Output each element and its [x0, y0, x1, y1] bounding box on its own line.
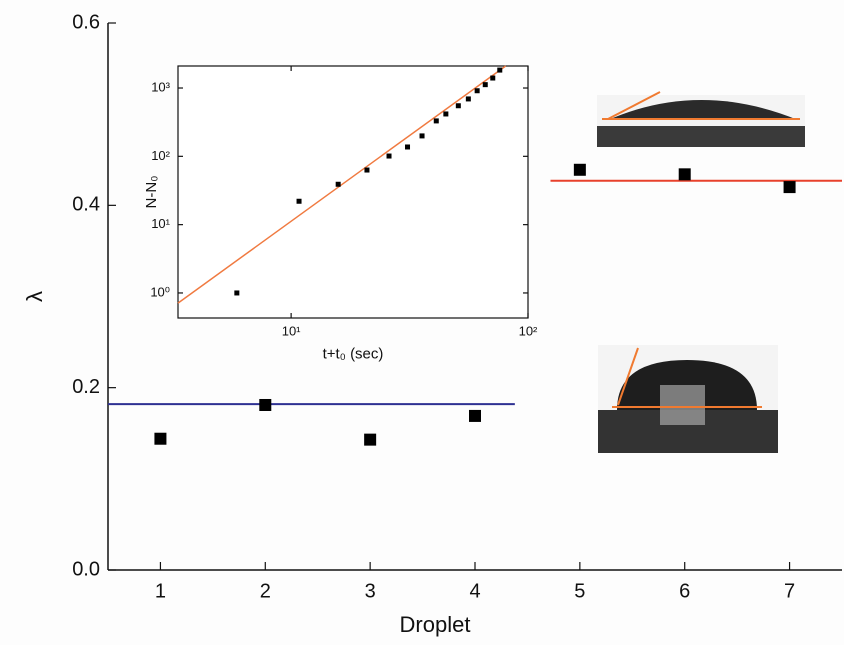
- data-point: [490, 75, 496, 81]
- data-point: [783, 181, 796, 194]
- x-tick-label: 2: [260, 580, 271, 602]
- x-tick-label: 1: [155, 580, 166, 602]
- data-point: [678, 168, 691, 181]
- x-tick-label: 10²: [519, 324, 538, 339]
- data-point: [469, 409, 481, 422]
- x-tick-label: 3: [365, 580, 376, 602]
- x-axis-title: Droplet: [400, 612, 471, 637]
- data-point: [573, 163, 586, 176]
- y-tick-label: 10¹: [151, 216, 170, 231]
- y-tick-label: 10⁰: [150, 284, 170, 299]
- droplet-photo-top: [597, 91, 805, 147]
- data-point: [234, 290, 240, 296]
- x-tick-label: 7: [784, 580, 795, 602]
- y-tick-label: 0.2: [72, 376, 100, 398]
- x-tick-label: 4: [469, 580, 480, 602]
- data-point: [474, 88, 480, 94]
- x-axis-title: t+t₀ (sec): [323, 345, 384, 362]
- data-point: [482, 82, 488, 88]
- data-point: [419, 133, 425, 139]
- fit-line: [177, 65, 507, 304]
- x-tick-label: 5: [574, 580, 585, 602]
- x-tick-label: 10¹: [282, 324, 301, 339]
- data-point: [443, 111, 449, 117]
- y-tick-label: 0.4: [72, 194, 100, 216]
- data-point: [259, 398, 272, 411]
- data-point: [335, 181, 341, 187]
- data-point: [296, 198, 302, 204]
- data-point: [386, 153, 392, 159]
- data-point: [433, 118, 439, 124]
- data-point: [455, 103, 461, 109]
- y-tick-label: 0.6: [72, 11, 100, 33]
- y-tick-label: 0.0: [72, 558, 100, 580]
- x-tick-label: 6: [679, 580, 690, 602]
- data-point: [405, 144, 411, 150]
- data-point: [497, 67, 503, 73]
- data-point: [364, 433, 377, 446]
- data-point: [364, 167, 370, 173]
- inset-frame: [177, 65, 529, 319]
- y-tick-label: 10³: [151, 79, 170, 94]
- data-point: [154, 432, 167, 445]
- droplet-photo-bottom: [598, 345, 778, 453]
- y-tick-label: 10²: [151, 148, 170, 163]
- y-axis-title: λ: [22, 291, 47, 302]
- y-axis-title: N-N₀: [143, 176, 160, 209]
- data-point: [465, 96, 471, 102]
